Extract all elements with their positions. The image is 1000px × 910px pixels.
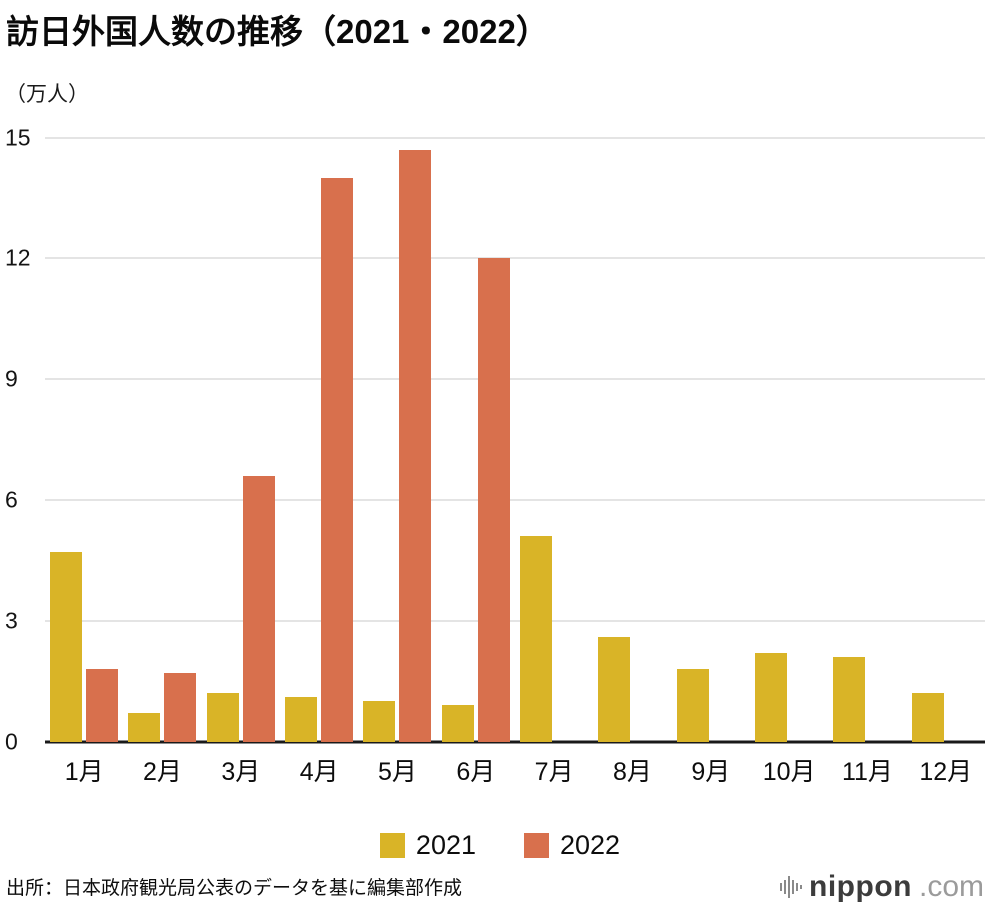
bar-2021-3月 xyxy=(206,693,239,742)
bar-2021-6月 xyxy=(441,705,474,742)
bar-2021-4月 xyxy=(285,697,318,742)
y-tick-label-9: 9 xyxy=(5,365,18,392)
x-tick-label-11月: 11月 xyxy=(841,757,893,786)
bar-group-7月 xyxy=(515,138,593,742)
bar-group-10月 xyxy=(750,138,828,742)
bar-2021-5月 xyxy=(363,701,396,742)
bar-group-1月 xyxy=(45,138,123,742)
gridline-12 xyxy=(45,257,985,259)
bar-group-9月 xyxy=(672,138,750,742)
legend-label-2021: 2021 xyxy=(415,829,476,860)
source-note: 出所：日本政府観光局公表のデータを基に編集部作成 xyxy=(6,878,463,899)
x-tick-label-8月: 8月 xyxy=(613,757,652,786)
plot-area: 0 3 6 9 12 15 xyxy=(5,126,985,753)
gridline-15 xyxy=(45,137,985,139)
x-tick-label-5月: 5月 xyxy=(378,757,417,786)
waveform-bars-icon xyxy=(780,872,803,902)
bar-2021-8月 xyxy=(598,636,631,742)
legend-item-2022: 2022 xyxy=(524,830,620,861)
bar-group-4月 xyxy=(280,138,358,742)
gridline-3 xyxy=(45,620,985,622)
x-axis-baseline xyxy=(45,740,985,744)
bar-2021-10月 xyxy=(755,653,788,742)
x-tick-label-6月: 6月 xyxy=(456,757,496,786)
logo-tld-text: .com xyxy=(918,870,984,903)
bar-2022-3月 xyxy=(242,475,275,742)
gridline-6 xyxy=(45,499,985,501)
bar-group-12月 xyxy=(907,138,985,742)
x-tick-label-9月: 9月 xyxy=(691,757,731,786)
bar-2021-11月 xyxy=(833,657,866,742)
bar-2021-1月 xyxy=(50,552,83,742)
bar-group-5月 xyxy=(358,138,436,742)
bar-2022-4月 xyxy=(321,177,354,742)
legend-label-2022: 2022 xyxy=(560,829,621,860)
bar-2021-9月 xyxy=(676,669,709,742)
bar-2021-2月 xyxy=(128,713,161,742)
bar-group-2月 xyxy=(123,138,201,742)
bar-2021-7月 xyxy=(520,536,553,742)
chart-title: 訪日外国人数の推移（2021・2022） xyxy=(6,13,549,50)
bar-group-6月 xyxy=(437,138,515,742)
y-tick-label-6: 6 xyxy=(5,486,18,513)
bar-2022-5月 xyxy=(399,149,432,742)
x-tick-label-4月: 4月 xyxy=(299,757,339,786)
x-tick-label-3月: 3月 xyxy=(221,757,261,786)
x-tick-label-2月: 2月 xyxy=(143,757,182,786)
x-tick-label-7月: 7月 xyxy=(534,757,574,786)
gridline-9 xyxy=(45,378,985,380)
legend-swatch-2021 xyxy=(379,832,405,858)
x-tick-label-10月: 10月 xyxy=(762,757,816,786)
x-tick-label-1月: 1月 xyxy=(64,757,104,786)
x-axis-labels: 1月 2月 3月 4月 5月 6月 7月 8月 9月 10月 11月 12月 xyxy=(45,742,985,788)
y-tick-label-12: 12 xyxy=(5,244,31,271)
bar-2022-6月 xyxy=(477,258,510,742)
bar-group-8月 xyxy=(593,138,671,742)
legend-item-2021: 2021 xyxy=(379,829,476,861)
y-tick-label-3: 3 xyxy=(5,607,18,634)
y-axis-unit-label: （万人） xyxy=(5,82,89,106)
logo-name-text: nippon xyxy=(809,870,912,903)
x-tick-label-12月: 12月 xyxy=(919,757,973,786)
bar-2022-2月 xyxy=(164,673,197,742)
nippon-logo: nippon .com xyxy=(780,870,984,904)
bar-group-11月 xyxy=(828,138,906,742)
bar-2021-12月 xyxy=(911,693,944,742)
bars-row xyxy=(45,138,985,742)
bar-2022-1月 xyxy=(86,669,119,742)
legend: 2021 2022 xyxy=(0,830,1000,861)
y-tick-label-15: 15 xyxy=(5,124,31,151)
y-tick-label-0: 0 xyxy=(5,728,18,755)
legend-swatch-2022 xyxy=(524,832,549,858)
bar-group-3月 xyxy=(202,138,280,742)
